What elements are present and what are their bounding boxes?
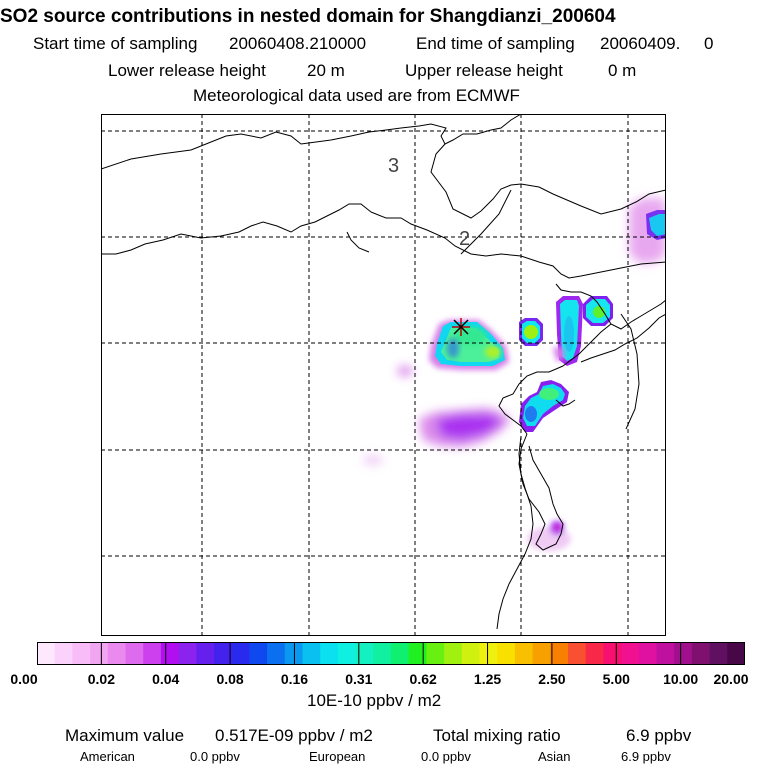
meteorological-source: Meteorological data used are from ECMWF — [193, 86, 520, 105]
plume-source-region — [429, 320, 509, 370]
lat-lon-grid — [101, 114, 666, 636]
max-value-label: Maximum value — [65, 726, 185, 745]
colorbar-swatch — [603, 642, 622, 665]
end-time-label: End time of sampling — [416, 34, 575, 53]
upper-release-label: Upper release height — [405, 61, 563, 80]
plot-title: SO2 source contributions in nested domai… — [0, 6, 616, 27]
colorbar-tick-label: 0.04 — [152, 671, 180, 687]
colorbar-swatch — [231, 642, 250, 665]
colorbar-swatch — [214, 642, 233, 665]
colorbar-tick-label: 0.00 — [10, 671, 38, 687]
region-european-value: 0.0 ppbv — [421, 749, 471, 764]
colorbar-swatch — [621, 642, 640, 665]
contour-label-2: 2 — [459, 228, 470, 250]
colorbar-swatch — [514, 642, 534, 665]
plume-southwest — [363, 366, 511, 465]
colorbar-swatch — [709, 642, 728, 665]
start-time-value: 20060408.210000 — [229, 34, 367, 53]
colorbar-swatch — [337, 642, 357, 665]
colorbar-swatch — [461, 642, 480, 665]
max-value: 0.517E-09 ppbv / m2 — [215, 726, 373, 745]
colorbar-swatch — [568, 642, 587, 665]
colorbar-tick-label: 0.31 — [345, 671, 373, 687]
coastline — [101, 114, 666, 630]
colorbar-tick-label: 0.08 — [216, 671, 244, 687]
map-frame — [101, 114, 666, 636]
region-asian-label: Asian — [538, 749, 571, 764]
colorbar-swatch — [532, 642, 551, 665]
colorbar-swatch — [373, 642, 392, 665]
colorbar-swatch — [72, 642, 91, 665]
colorbar-swatch — [302, 642, 321, 665]
colorbar-swatch — [550, 642, 569, 665]
colorbar-swatch — [178, 642, 197, 665]
plume-lower-east — [519, 380, 569, 432]
lower-release-label: Lower release height — [108, 61, 266, 80]
colorbar-swatch — [585, 642, 604, 665]
colorbar-swatch — [408, 642, 427, 665]
colorbar-tick-label: 5.00 — [602, 671, 630, 687]
plume-south — [527, 521, 571, 551]
colorbar-swatch — [284, 642, 303, 665]
colorbar-swatch — [691, 642, 711, 665]
colorbar-tick-label: 0.16 — [280, 671, 309, 687]
colorbar-tick-label: 0.02 — [87, 671, 115, 687]
colorbar-swatch — [727, 642, 745, 665]
plume-east-edge — [629, 198, 666, 264]
colorbar-units: 10E-10 ppbv / m2 — [307, 691, 442, 710]
colorbar-tick-label: 2.50 — [538, 671, 566, 687]
contour-label-3: 3 — [388, 155, 399, 177]
region-american-label: American — [80, 749, 135, 764]
plume-octagon-northeast — [583, 296, 613, 326]
upper-release-value: 0 m — [608, 61, 637, 80]
colorbar-swatch — [355, 642, 374, 665]
colorbar-swatch — [107, 642, 126, 665]
colorbar-tick-label: 1.25 — [473, 671, 502, 687]
colorbar-swatch — [656, 642, 675, 665]
plume-small-circle — [519, 318, 543, 346]
colorbar-tick-label: 10.00 — [663, 671, 699, 687]
colorbar-swatch — [125, 642, 144, 665]
colorbar — [37, 642, 745, 665]
lake-outline — [346, 231, 370, 253]
colorbar-swatch — [497, 642, 516, 665]
colorbar-swatch — [37, 642, 56, 665]
total-mixing-label: Total mixing ratio — [433, 726, 561, 745]
colorbar-swatch — [54, 642, 73, 665]
colorbar-tick-label: 20.00 — [713, 671, 749, 687]
start-time-label: Start time of sampling — [33, 34, 198, 53]
plume-vertical — [553, 296, 583, 366]
colorbar-swatch — [320, 642, 339, 665]
colorbar-swatch — [143, 642, 162, 665]
colorbar-swatch — [249, 642, 268, 665]
colorbar-swatch — [444, 642, 463, 665]
colorbar-swatch — [267, 642, 286, 665]
domain-boundary-line — [460, 189, 512, 255]
region-asian-value: 6.9 ppbv — [621, 749, 671, 764]
region-european-label: European — [309, 749, 366, 764]
region-american-value: 0.0 ppbv — [190, 749, 240, 764]
colorbar-swatch — [479, 642, 498, 665]
colorbar-swatch — [90, 642, 109, 665]
colorbar-swatch — [391, 642, 410, 665]
colorbar-swatch — [674, 642, 693, 665]
colorbar-swatch — [426, 642, 445, 665]
station-marker-icon — [452, 318, 470, 336]
colorbar-tick-label: 0.62 — [409, 671, 437, 687]
total-mixing-value: 6.9 ppbv — [626, 726, 692, 745]
colorbar-swatch — [638, 642, 657, 665]
colorbar-swatch — [160, 642, 180, 665]
colorbar-swatch — [196, 642, 215, 665]
end-time-value: 20060409. 0 — [600, 34, 714, 53]
lower-release-value: 20 m — [307, 61, 345, 80]
concentration-map: 3 2 — [101, 114, 666, 636]
